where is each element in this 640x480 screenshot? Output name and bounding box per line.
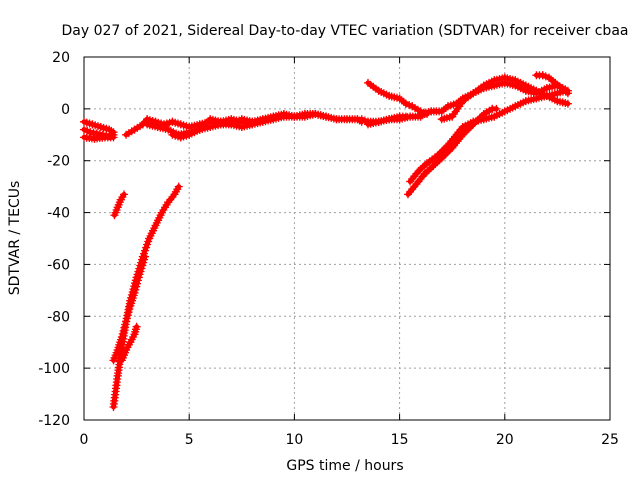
data-point-marker — [132, 322, 141, 331]
y-tick-label: 0 — [61, 102, 70, 118]
data-point-marker — [563, 99, 572, 108]
x-tick-label: 15 — [391, 432, 409, 448]
x-axis-label: GPS time / hours — [286, 458, 403, 474]
x-tick-label: 5 — [185, 432, 194, 448]
y-tick-label: 20 — [52, 50, 70, 66]
data-point-marker — [174, 182, 183, 191]
series-track-d-short — [110, 190, 128, 220]
y-tick-label: -120 — [38, 413, 70, 429]
series-track-b-early — [80, 117, 118, 137]
y-tick-label: -100 — [38, 361, 70, 377]
series-track-m-right — [357, 112, 410, 126]
x-tick-label: 20 — [496, 432, 514, 448]
data-point-marker — [401, 112, 410, 121]
series-track-c-early — [80, 133, 118, 143]
axis-ticks: 0 5 10 15 20 25 20 0 -20 -40 -60 -80 -100 -120 — [38, 50, 619, 448]
y-axis-label: SDTVAR / TECUs — [7, 181, 23, 296]
series-track-q-high — [437, 78, 572, 124]
y-tick-label: -40 — [47, 206, 70, 222]
y-tick-label: -20 — [47, 154, 70, 170]
data-point-marker — [120, 190, 128, 199]
plot-frame — [83, 56, 611, 421]
x-tick-label: 0 — [80, 432, 89, 448]
data-point-marker — [322, 112, 330, 121]
x-tick-label: 25 — [601, 432, 619, 448]
x-tick-label: 10 — [285, 432, 303, 448]
chart-title: Day 027 of 2021, Sidereal Day-to-day VTE… — [62, 23, 629, 39]
y-tick-label: -80 — [47, 309, 70, 325]
data-point-marker — [563, 89, 572, 98]
data-point-marker — [109, 133, 118, 142]
series-track-f-steep — [109, 252, 149, 365]
data-point-marker — [248, 117, 257, 126]
series-track-g-short — [117, 322, 141, 365]
series-track-j-mid — [168, 115, 257, 142]
data-point-marker — [141, 252, 149, 261]
y-tick-label: -60 — [47, 257, 70, 273]
series-layer — [80, 71, 572, 411]
series-track-r-end — [532, 71, 572, 98]
